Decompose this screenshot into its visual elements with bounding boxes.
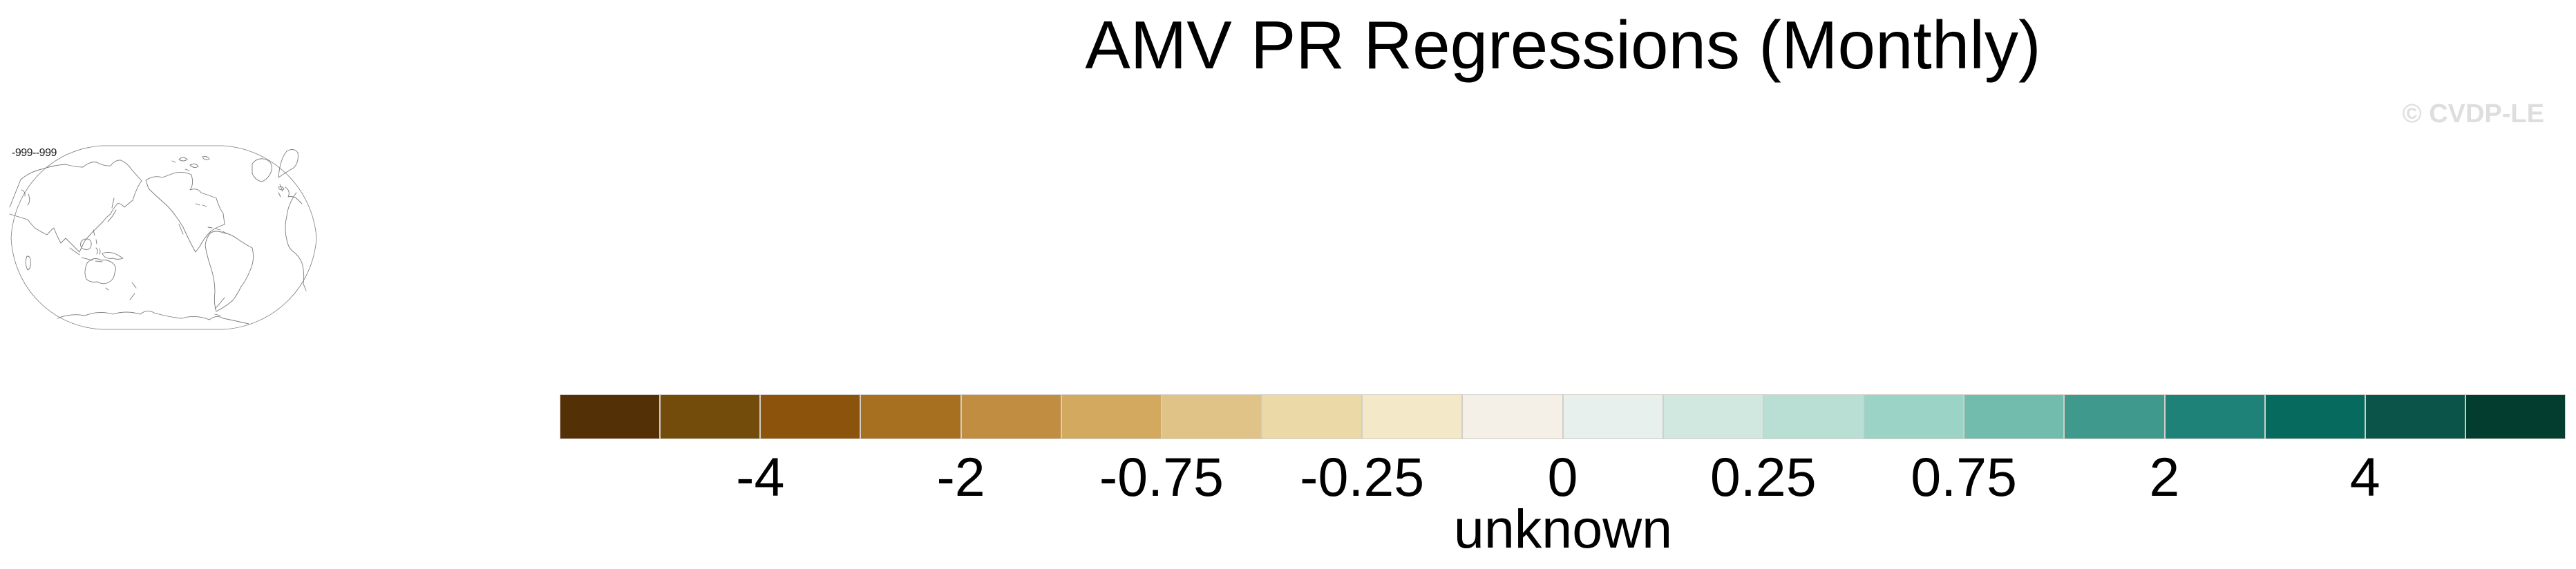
colorbar-segment	[2465, 395, 2566, 438]
colorbar-tick-label: 0.75	[1911, 446, 2017, 508]
colorbar-tick-label: 4	[2349, 446, 2380, 508]
page-title: AMV PR Regressions (Monthly)	[1085, 7, 2041, 83]
colorbar-segment	[861, 395, 960, 438]
colorbar-segment	[2365, 395, 2465, 438]
map-boundary	[10, 145, 317, 330]
colorbar-tick-labels: -4 -2 -0.75 -0.25 0 0.25 0.75 2 4	[560, 450, 2566, 505]
colorbar-units-label: unknown	[1453, 498, 1673, 559]
colorbar-segment	[661, 395, 760, 438]
colorbar-segment	[1463, 395, 1562, 438]
colorbar-segment	[2165, 395, 2264, 438]
world-map-panel: -999--999	[9, 144, 318, 331]
colorbar-segment	[1864, 395, 1964, 438]
colorbar-segment	[1262, 395, 1362, 438]
world-map-outline	[9, 145, 317, 330]
colorbar-segment	[1363, 395, 1462, 438]
colorbar-segment	[761, 395, 860, 438]
colorbar-tick-label: -2	[936, 446, 985, 508]
colorbar-segment	[560, 395, 660, 438]
colorbar-segment	[1162, 395, 1262, 438]
colorbar-segment	[2265, 395, 2365, 438]
colorbar-tick-label: -0.25	[1300, 446, 1425, 508]
colorbar-segment	[1061, 395, 1161, 438]
colorbar-segment	[1563, 395, 1663, 438]
colorbar-tick-label: 0.25	[1710, 446, 1817, 508]
colorbar-tick-label: -0.75	[1099, 446, 1224, 508]
colorbar-tick-label: -4	[736, 446, 785, 508]
colorbar	[560, 394, 2566, 439]
colorbar-segment	[2065, 395, 2164, 438]
colorbar-segment	[961, 395, 1061, 438]
colorbar-segment	[1964, 395, 2064, 438]
colorbar-tick-label: 2	[2149, 446, 2180, 508]
cvdp-watermark: © CVDP-LE	[2402, 99, 2544, 128]
colorbar-segment	[1663, 395, 1763, 438]
colorbar-tick-label: 0	[1547, 446, 1578, 508]
map-range-label: -999--999	[12, 147, 57, 159]
colorbar-segment	[1763, 395, 1864, 438]
